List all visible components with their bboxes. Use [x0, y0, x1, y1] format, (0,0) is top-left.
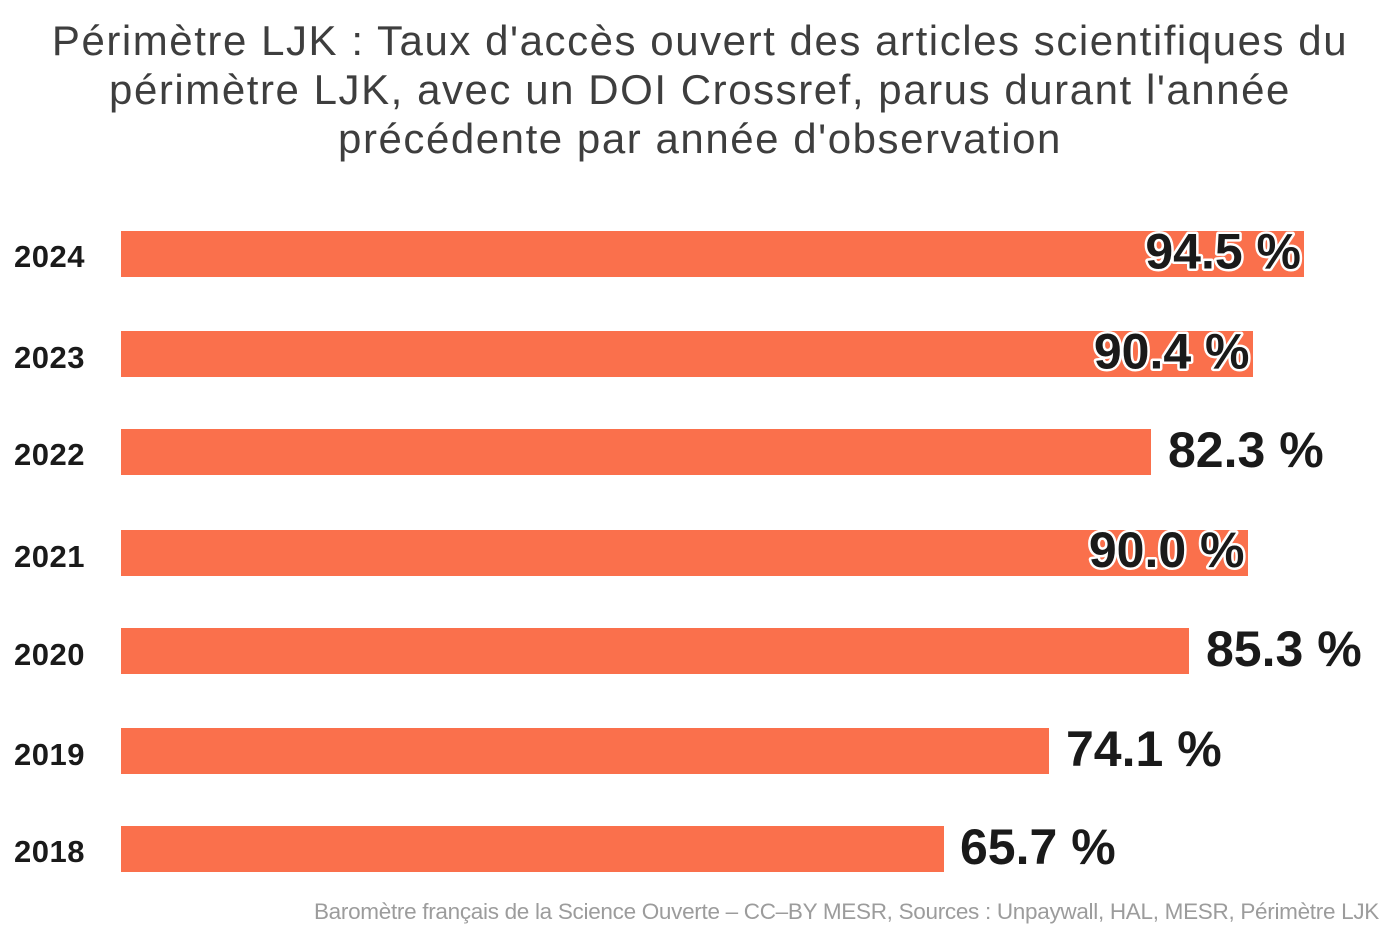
- svg-text:90.0 %: 90.0 %: [1089, 527, 1245, 578]
- svg-text:94.5 %: 94.5 %: [1145, 228, 1301, 280]
- svg-text:90.4 %: 90.4 %: [1094, 328, 1250, 380]
